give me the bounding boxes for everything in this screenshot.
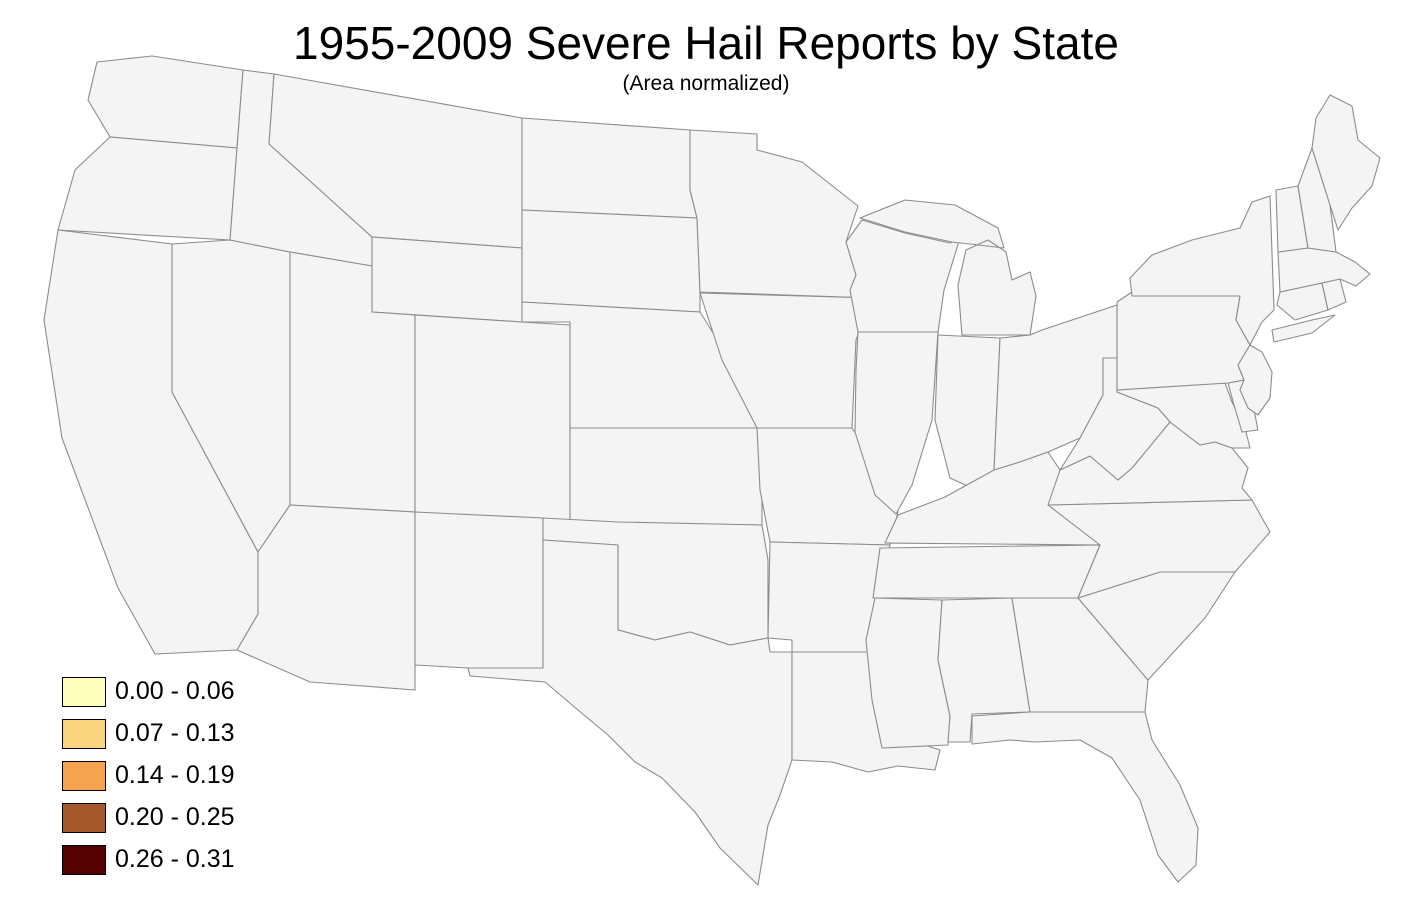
state-south-dakota: [521, 209, 701, 313]
state-new-mexico: [414, 511, 544, 669]
state-georgia: [1011, 597, 1149, 713]
state-florida: [971, 711, 1199, 883]
legend-item: 0.00 - 0.06: [62, 676, 235, 707]
state-maine: [1311, 94, 1381, 231]
state-washington: [87, 55, 244, 149]
state-tennessee: [872, 544, 1101, 599]
state-oregon: [57, 136, 238, 241]
legend-label: 0.26 - 0.31: [115, 845, 235, 873]
state-wisconsin: [845, 219, 961, 333]
state-indiana: [934, 334, 1001, 489]
state-colorado: [414, 314, 571, 523]
state-north-dakota: [521, 117, 698, 219]
state-new-hampshire: [1297, 147, 1337, 253]
states-layer: [43, 55, 1381, 886]
state-kansas: [569, 427, 763, 526]
state-michigan: [859, 199, 1037, 336]
legend-swatch-class-5: [62, 844, 106, 875]
legend-swatch-class-1: [62, 676, 106, 707]
state-mississippi: [865, 597, 951, 749]
state-north-carolina: [1047, 499, 1271, 599]
legend-label: 0.07 - 0.13: [115, 719, 235, 747]
legend: 0.00 - 0.06 0.07 - 0.13 0.14 - 0.19 0.20…: [62, 676, 235, 886]
state-new-york: [1129, 195, 1336, 346]
state-minnesota: [689, 129, 873, 299]
legend-label: 0.14 - 0.19: [115, 761, 235, 789]
legend-item: 0.14 - 0.19: [62, 760, 235, 791]
legend-item: 0.20 - 0.25: [62, 802, 235, 833]
legend-label: 0.20 - 0.25: [115, 803, 235, 831]
legend-swatch-class-4: [62, 802, 106, 833]
state-new-jersey: [1237, 344, 1273, 416]
state-texas: [467, 539, 793, 886]
state-wyoming: [371, 236, 523, 323]
legend-swatch-class-3: [62, 760, 106, 791]
state-maryland: [1116, 382, 1251, 449]
legend-item: 0.07 - 0.13: [62, 718, 235, 749]
state-pennsylvania: [1116, 291, 1251, 391]
legend-item: 0.26 - 0.31: [62, 844, 235, 875]
state-illinois: [854, 331, 939, 515]
legend-swatch-class-2: [62, 718, 106, 749]
legend-label: 0.00 - 0.06: [115, 677, 235, 705]
